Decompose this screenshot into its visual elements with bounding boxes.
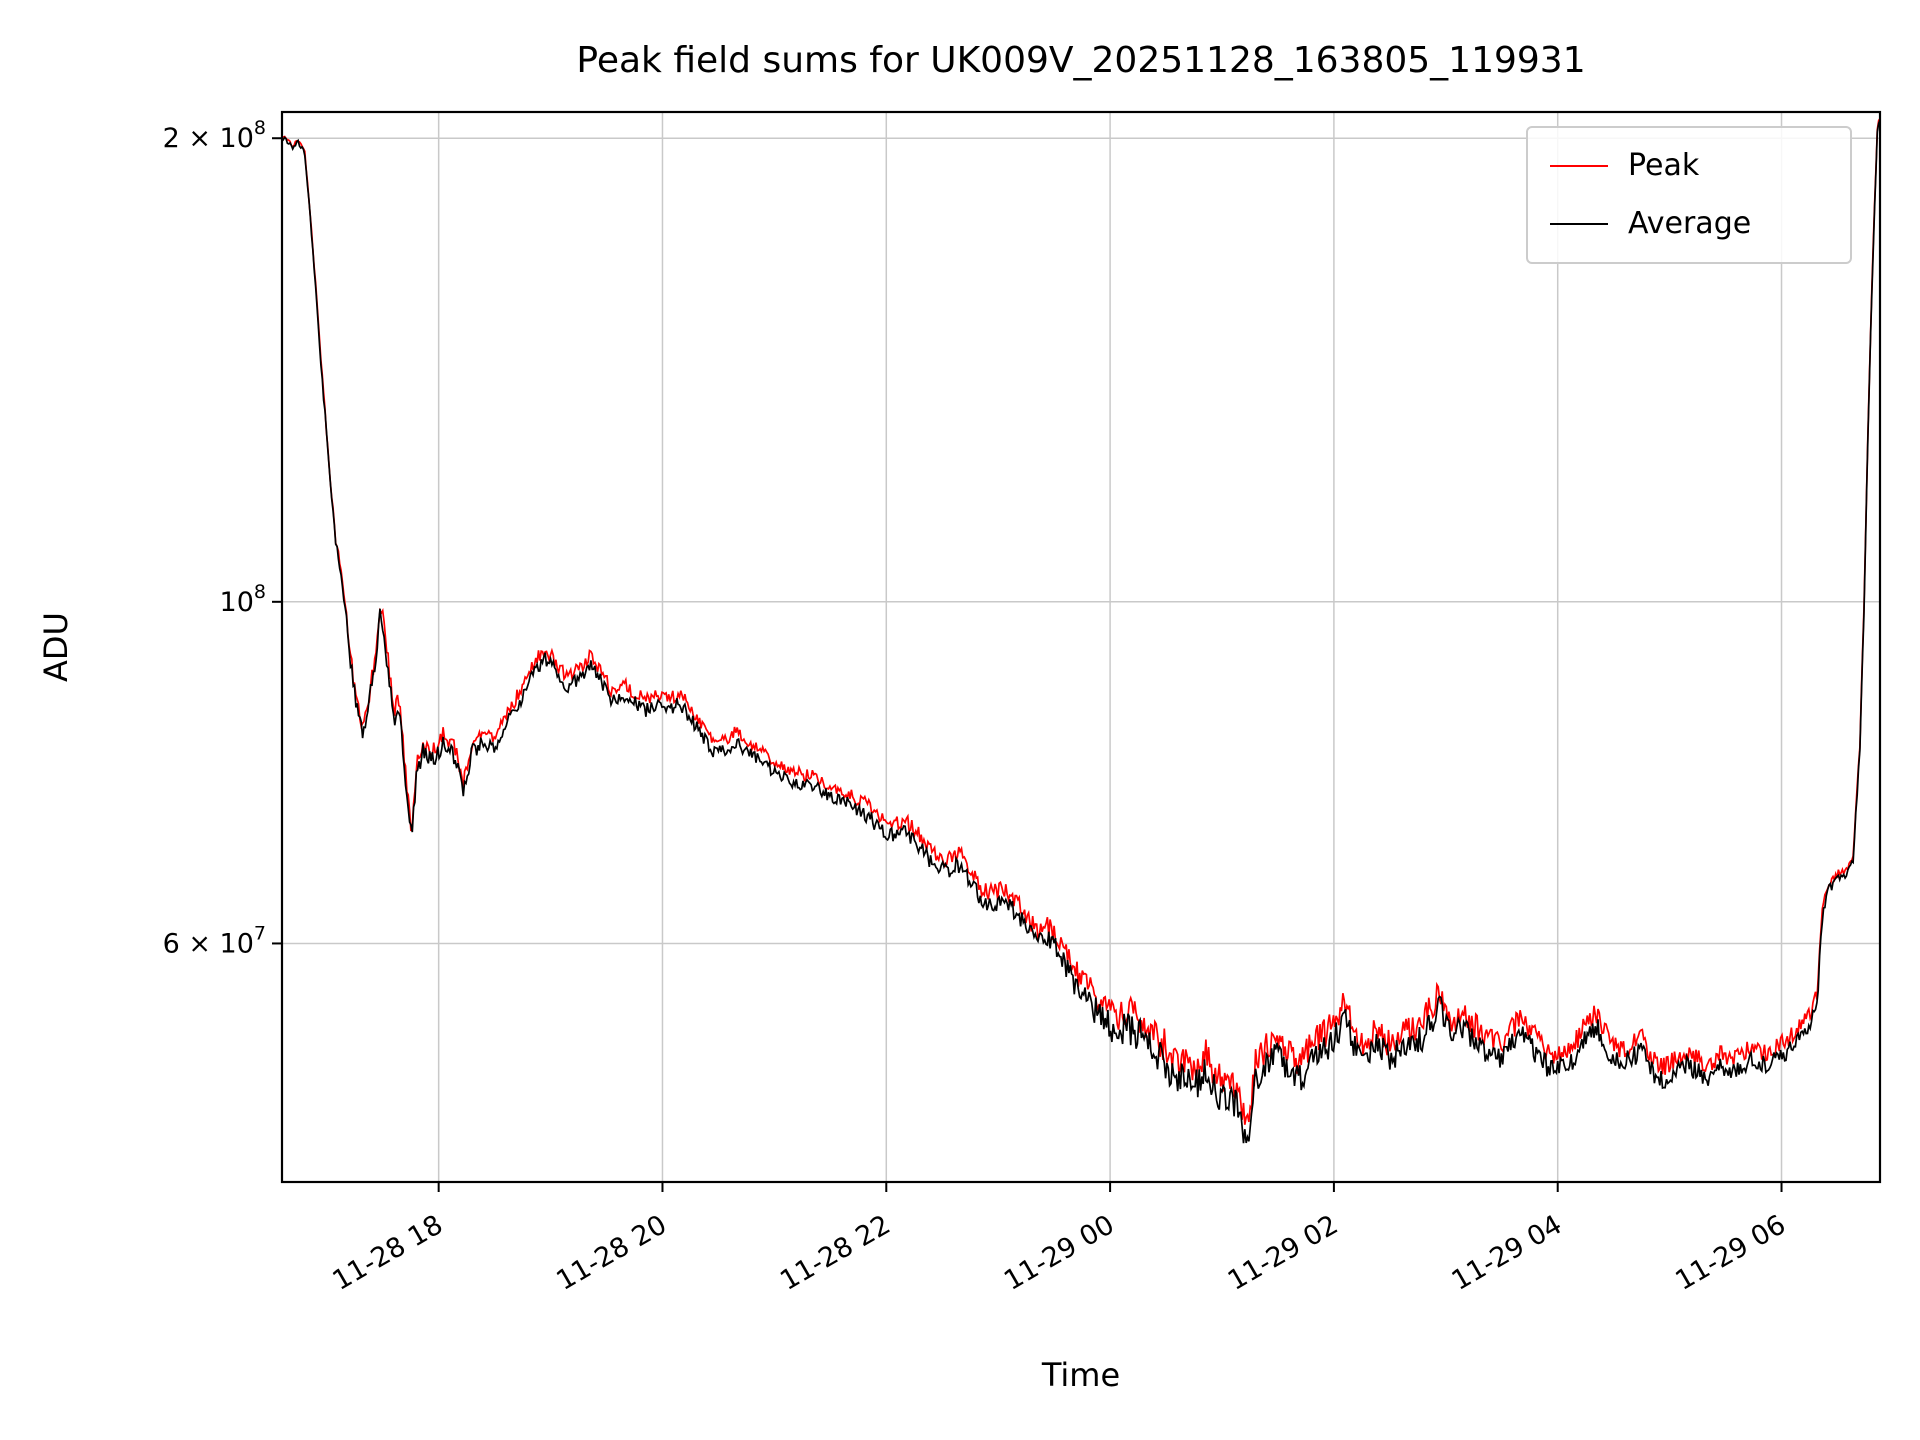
average-line xyxy=(282,120,1880,1144)
plot-border xyxy=(280,110,1882,1184)
x-tick-label: 11-28 18 xyxy=(328,1209,449,1297)
legend: Peak Average xyxy=(1526,126,1852,264)
series-group xyxy=(282,118,1880,1144)
legend-line-peak-icon xyxy=(1550,165,1608,167)
y-axis-label: ADU xyxy=(37,612,75,682)
y-tick-label: 2 × 108 xyxy=(163,117,266,154)
grid xyxy=(282,112,1880,1182)
x-tick-label: 11-28 20 xyxy=(551,1209,672,1297)
y-tick-label: 6 × 107 xyxy=(163,922,266,959)
axes: 11-28 18 11-28 20 11-28 22 11-29 00 11-29 02… xyxy=(163,117,1791,1297)
legend-label: Peak xyxy=(1628,148,1700,183)
x-tick-label: 11-29 04 xyxy=(1447,1209,1568,1297)
x-tick-label: 11-29 02 xyxy=(1223,1209,1344,1297)
chart-title: Peak field sums for UK009V_20251128_1638… xyxy=(576,40,1586,81)
legend-item: Average xyxy=(1550,202,1828,246)
y-tick-label: 108 xyxy=(220,581,266,618)
x-tick-label: 11-29 00 xyxy=(999,1209,1120,1297)
peak-line xyxy=(282,118,1880,1125)
legend-item: Peak xyxy=(1550,144,1828,188)
x-tick-label: 11-28 22 xyxy=(775,1209,896,1297)
x-tick-label: 11-29 06 xyxy=(1670,1209,1791,1297)
legend-label: Average xyxy=(1628,206,1752,241)
legend-line-average-icon xyxy=(1550,223,1608,225)
x-axis-label: Time xyxy=(1041,1356,1121,1394)
